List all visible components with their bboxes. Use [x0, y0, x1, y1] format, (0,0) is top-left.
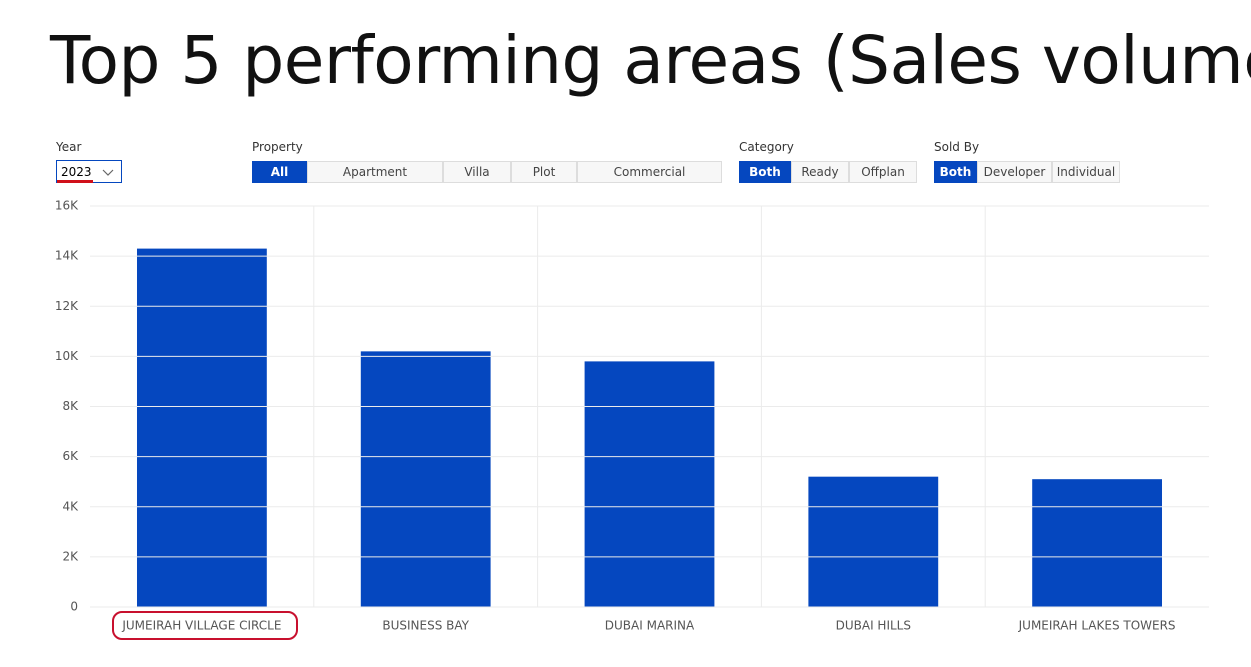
y-tick-label: 6K [62, 449, 79, 463]
y-tick-label: 16K [55, 199, 79, 213]
y-tick-label: 0 [70, 600, 78, 614]
chevron [102, 169, 114, 176]
filter-option[interactable]: Both [934, 161, 977, 183]
filter-option[interactable]: Offplan [849, 161, 917, 183]
filter-option[interactable]: Ready [791, 161, 849, 183]
filter-label: Category [739, 140, 794, 154]
filter-option[interactable]: Both [739, 161, 791, 183]
x-tick-label: BUSINESS BAY [382, 619, 469, 633]
filter-option[interactable]: Individual [1052, 161, 1120, 183]
y-tick-label: 14K [55, 249, 79, 263]
bar [1032, 479, 1163, 607]
y-tick-label: 4K [62, 499, 79, 513]
bar [136, 248, 267, 607]
bar [808, 476, 939, 607]
filter-option[interactable]: All [252, 161, 307, 183]
annotation-ellipse [112, 611, 298, 640]
filter-option[interactable]: Plot [511, 161, 577, 183]
y-tick-label: 8K [62, 399, 79, 413]
x-tick-label: JUMEIRAH LAKES TOWERS [1018, 619, 1176, 633]
x-tick-label: DUBAI MARINA [605, 619, 695, 633]
annotation-underline [57, 180, 93, 183]
y-tick-label: 12K [55, 299, 79, 313]
filter-option[interactable]: Villa [443, 161, 511, 183]
filter-label: Sold By [934, 140, 980, 154]
y-tick-label: 10K [55, 349, 79, 363]
filter-option[interactable]: Developer [977, 161, 1052, 183]
bar [360, 351, 491, 607]
page-title: Top 5 performing areas (Sales volume) [50, 22, 1251, 99]
filter-option[interactable]: Commercial [577, 161, 722, 183]
filter-label: Year [56, 140, 82, 154]
x-tick-label: JUMEIRAH VILLAGE CIRCLE [121, 619, 281, 633]
year-value: 2023 [61, 164, 92, 179]
filter-option[interactable]: Apartment [307, 161, 443, 183]
x-tick-label: DUBAI HILLS [836, 619, 911, 633]
bar [584, 361, 715, 607]
filter-label: Property [252, 140, 303, 154]
y-tick-label: 2K [62, 549, 79, 563]
